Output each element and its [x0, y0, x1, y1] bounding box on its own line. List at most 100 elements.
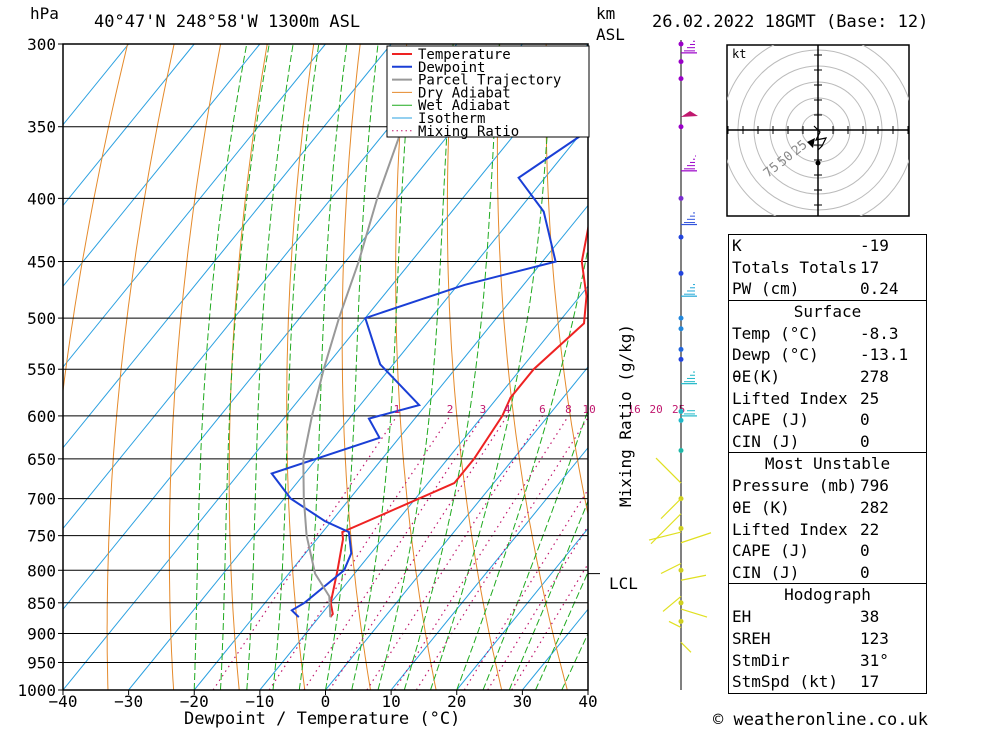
mixing-ratio-tick-label: 6	[539, 403, 546, 416]
x-tick-label: −40	[49, 692, 78, 711]
wet-adiabat-line	[508, 499, 588, 690]
index-row-k: K -19	[732, 236, 889, 255]
hodo-row: StmDir 31°	[732, 650, 889, 670]
wind-level-dot	[678, 567, 684, 573]
wind-barb-surface	[662, 595, 682, 612]
x-tick-label: −30	[114, 692, 143, 711]
parcel-trajectory	[302, 61, 431, 618]
mixing-ratio-tick-label: 3	[480, 403, 487, 416]
legend-entry: Dewpoint	[418, 60, 485, 76]
mixing-ratio-tick-label: 25	[672, 403, 685, 416]
legend-entry: Isotherm	[418, 111, 485, 127]
dry-adiabat-line	[168, 44, 222, 690]
x-tick-label: 30	[513, 692, 532, 711]
dry-adiabat-line	[63, 44, 129, 395]
isotherm-line	[325, 366, 588, 690]
wind-barb-surface	[648, 531, 682, 541]
isotherm-line	[128, 123, 588, 690]
index-row-pw: PW (cm) 0.24	[732, 279, 899, 299]
index-row-totals: Totals Totals 17	[732, 257, 880, 277]
wind-barb-surface	[655, 457, 682, 484]
temperature-profile	[329, 223, 588, 618]
dry-adiabat-line	[106, 44, 175, 690]
wind-level-dot	[678, 326, 684, 332]
x-tick-label: −10	[245, 692, 274, 711]
legend-entry: Temperature	[418, 47, 511, 63]
location-title: 40°47'N 248°58'W 1300m ASL	[94, 12, 361, 32]
copyright-text: © weatheronline.co.uk	[713, 710, 928, 730]
most-unstable-title: Most Unstable	[764, 454, 891, 474]
mixing-ratio-tick-label: 16	[627, 403, 640, 416]
wind-level-dot	[678, 195, 684, 201]
wind-barb-surface	[660, 498, 682, 520]
most-unstable-section: Most Unstable Pressure (mb) 796 θE (K) 282…	[728, 452, 927, 584]
y-tick-label: 850	[27, 594, 56, 613]
wind-barb-surface	[680, 532, 712, 544]
wet-adiabat-line	[220, 44, 270, 690]
mixing-ratio-line	[303, 415, 484, 690]
isotherm-line	[63, 44, 588, 690]
wind-barb-surface	[680, 641, 692, 653]
wind-level-dot	[678, 41, 684, 47]
isotherm-line	[63, 44, 130, 126]
x-tick-label: 10	[381, 692, 400, 711]
wind-level-dot	[678, 356, 684, 362]
stability-indices-panel: K -19 Totals Totals 17 PW (cm) 0.24 Surface…	[728, 234, 927, 694]
dry-adiabat-line	[593, 44, 699, 690]
hodograph-title: Hodograph	[784, 585, 871, 605]
wind-barb-surface	[680, 574, 707, 581]
y-tick-label: 550	[27, 360, 56, 379]
hodo-row: EH 38	[732, 607, 880, 627]
height-unit-label-asl: ASL	[596, 25, 625, 44]
legend-entry: Dry Adiabat	[418, 85, 511, 101]
wet-adiabat-line	[193, 44, 248, 690]
mu-row: θE (K) 282	[732, 497, 889, 517]
wet-adiabat-line	[377, 44, 454, 690]
wind-level-dot	[678, 124, 684, 130]
x-tick-label: 0	[321, 692, 331, 711]
mixing-ratio-line	[511, 562, 588, 690]
mixing-ratio-tick-label: 20	[650, 403, 663, 416]
y-tick-label: 400	[27, 189, 56, 208]
lcl-label: LCL	[609, 574, 638, 593]
dry-adiabat-line	[395, 44, 437, 690]
dewpoint-profile	[270, 129, 588, 618]
wind-level-dot	[678, 600, 684, 606]
dry-adiabat-line	[918, 44, 1000, 690]
wind-level-dot	[678, 76, 684, 82]
dry-adiabat-line	[496, 44, 568, 690]
surface-section: Surface Temp (°C) -8.3 Dewp (°C) -13.1 θE(…	[728, 299, 927, 453]
y-tick-label: 300	[27, 35, 56, 54]
mixing-ratio-tick-label: 2	[447, 403, 454, 416]
surface-row: CIN (J) 0	[732, 431, 870, 451]
x-tick-label: 20	[447, 692, 466, 711]
hodo-row: SREH 123	[732, 628, 889, 648]
mixing-ratio-tick-label: 1	[394, 403, 401, 416]
mixing-ratio-line	[328, 415, 508, 690]
mixing-ratio-tick-label: 4	[504, 403, 511, 416]
height-unit-label-km: km	[596, 4, 616, 23]
mu-row: Lifted Index 22	[732, 519, 880, 539]
isotherm-line	[63, 44, 195, 207]
wind-level-dot	[678, 448, 684, 454]
indices-section: K -19 Totals Totals 17 PW (cm) 0.24	[728, 234, 927, 300]
hodograph-point	[815, 160, 821, 166]
isotherm-line	[63, 44, 458, 530]
dry-adiabat-line	[286, 44, 315, 690]
isotherm-line	[63, 44, 392, 449]
wind-level-dot	[678, 346, 684, 352]
wind-barb-surface	[650, 513, 682, 545]
mixing-ratio-line	[268, 415, 451, 690]
isotherm-line	[456, 527, 588, 690]
surface-row: Lifted Index 25	[732, 388, 880, 408]
y-tick-label: 450	[27, 253, 56, 272]
mixing-ratio-axis-title: Mixing Ratio (g/kg)	[616, 323, 635, 507]
wet-adiabat-line	[482, 408, 588, 690]
wind-level-dot	[678, 408, 684, 414]
surface-row: Temp (°C) -8.3	[732, 323, 899, 343]
isotherm-line	[259, 285, 588, 690]
legend-entry: Parcel Trajectory	[418, 73, 561, 89]
wind-level-dot	[678, 59, 684, 65]
isotherm-line	[63, 44, 326, 368]
